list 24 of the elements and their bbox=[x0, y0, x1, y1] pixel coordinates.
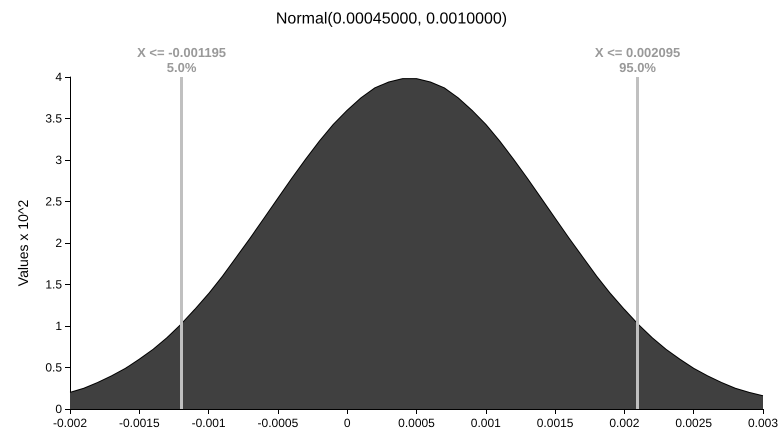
x-tick-label: 0 bbox=[344, 416, 351, 430]
x-tick-label: 0.0025 bbox=[675, 416, 712, 430]
y-tick-label: 0.5 bbox=[45, 360, 62, 374]
x-tick-label: -0.0015 bbox=[118, 416, 160, 430]
ref-line-label: X <= -0.001195 5.0% bbox=[137, 45, 226, 75]
y-axis-title: Values x 10^2 bbox=[15, 200, 31, 286]
y-tick-label: 2.5 bbox=[45, 194, 62, 208]
y-tick-label: 1 bbox=[55, 319, 62, 333]
x-tick-label: -0.002 bbox=[52, 416, 88, 430]
y-tick-label: 3.5 bbox=[45, 112, 62, 126]
x-tick-label: 0.0005 bbox=[398, 416, 436, 430]
x-tick-label: -0.0005 bbox=[258, 416, 299, 430]
y-tick-label: 0 bbox=[55, 402, 62, 416]
x-tick-label: -0.001 bbox=[192, 416, 226, 430]
chart-title: Normal(0.00045000, 0.0010000) bbox=[276, 10, 508, 28]
ref-line-label: X <= 0.002095 95.0% bbox=[594, 45, 680, 75]
y-tick-label: 2 bbox=[55, 236, 62, 250]
y-tick-label: 4 bbox=[55, 70, 62, 84]
y-tick-label: 3 bbox=[55, 153, 62, 167]
y-tick-label: 1.5 bbox=[45, 278, 62, 292]
x-tick-label: 0.003 bbox=[748, 416, 778, 430]
x-tick-label: 0.001 bbox=[470, 416, 502, 430]
x-tick-label: 0.002 bbox=[609, 416, 640, 430]
x-tick-label: 0.0015 bbox=[536, 416, 574, 430]
